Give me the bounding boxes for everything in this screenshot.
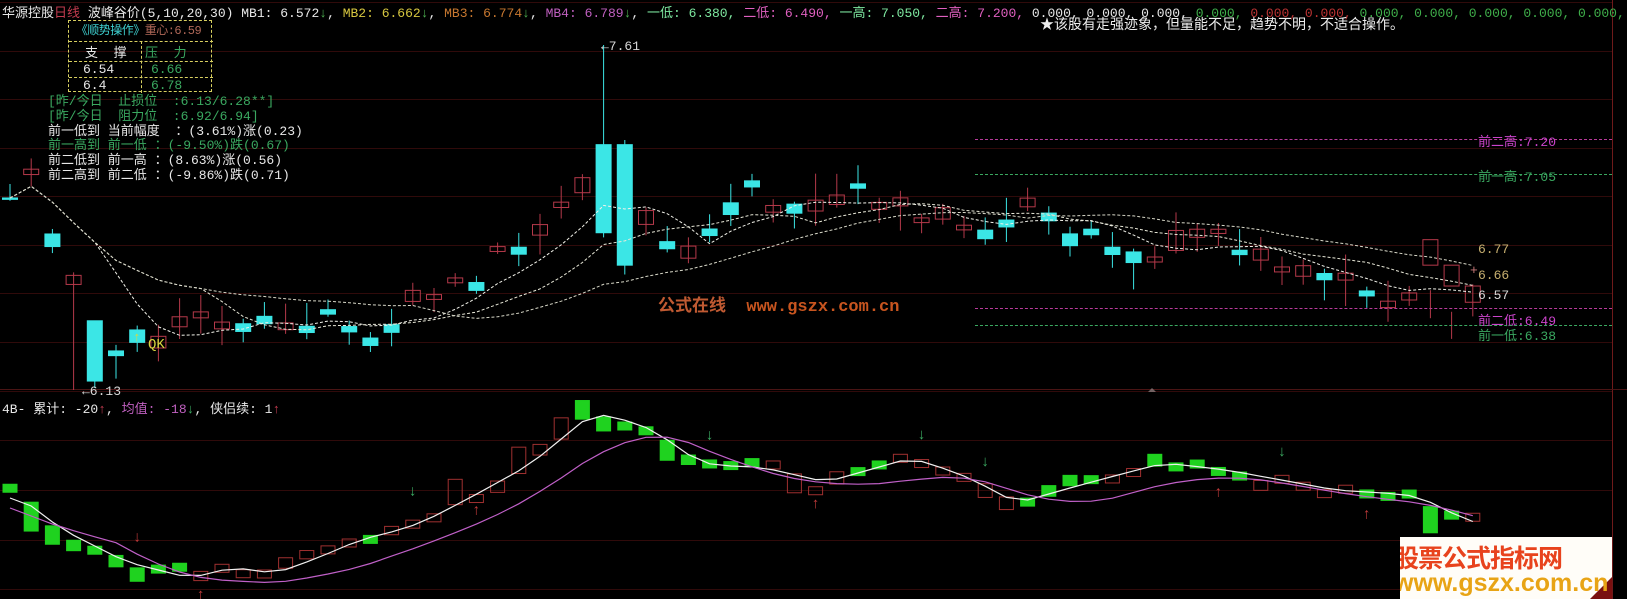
svg-text:↑: ↑ <box>811 496 820 513</box>
svg-text:↑: ↑ <box>1214 485 1223 502</box>
svg-text:↓: ↓ <box>917 427 926 444</box>
svg-text:↓: ↓ <box>1277 444 1286 461</box>
svg-text:↑: ↑ <box>196 587 205 599</box>
svg-text:↓: ↓ <box>705 428 714 445</box>
svg-text:↑: ↑ <box>472 502 481 519</box>
svg-text:↓: ↓ <box>408 484 417 501</box>
svg-text:↓: ↓ <box>133 529 142 546</box>
svg-text:↓: ↓ <box>981 454 990 471</box>
svg-text:↑: ↑ <box>1362 507 1371 524</box>
